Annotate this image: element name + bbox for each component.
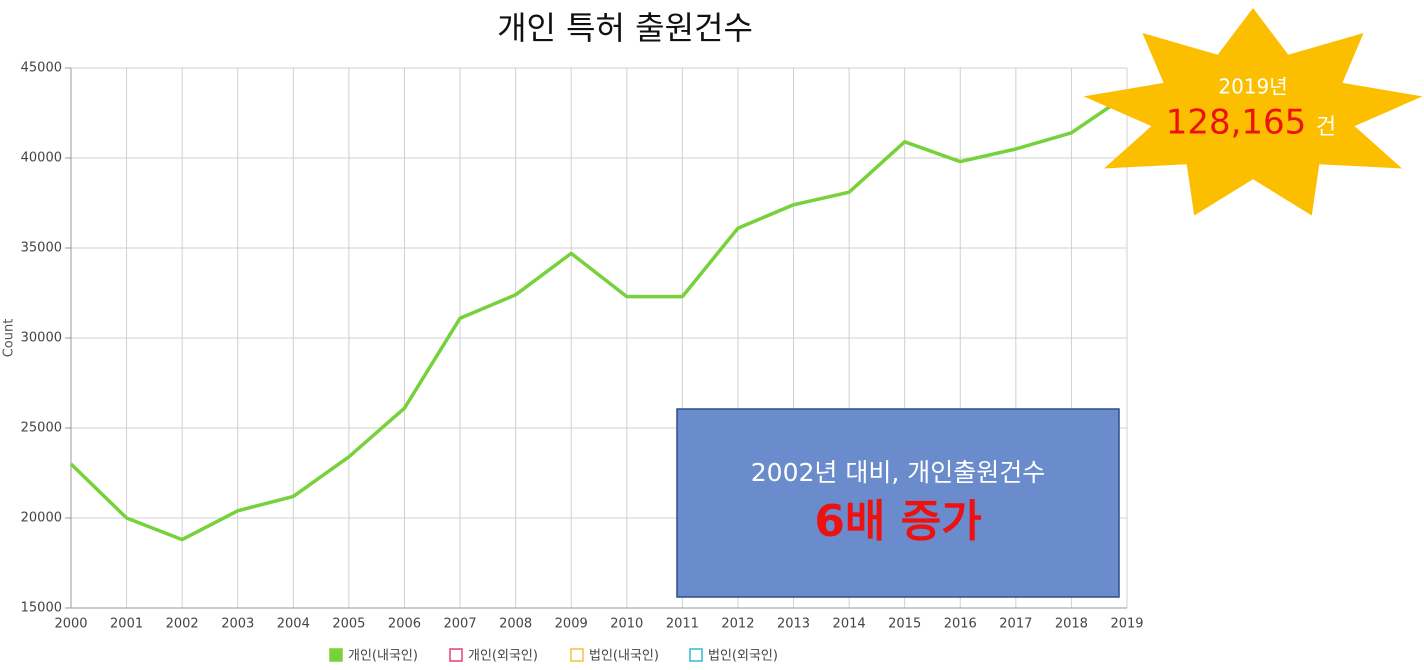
legend-label: 법인(내국인) (589, 649, 659, 664)
x-tick-label: 2001 (110, 617, 143, 632)
legend-swatch (449, 648, 463, 662)
x-tick-label: 2004 (277, 617, 310, 632)
y-tick-label: 25000 (21, 421, 62, 436)
star-unit: 건 (1316, 115, 1336, 140)
callout-line2: 6배 증가 (814, 496, 981, 547)
y-tick-label: 35000 (21, 241, 62, 256)
x-tick-label: 2018 (1055, 617, 1088, 632)
star-year: 2019년 (1218, 75, 1287, 99)
x-tick-label: 2011 (666, 617, 699, 632)
star-badge (1083, 8, 1423, 216)
x-tick-label: 2002 (166, 617, 199, 632)
x-tick-label: 2009 (555, 617, 588, 632)
star-value: 128,165 (1166, 103, 1307, 143)
y-tick-label: 15000 (21, 601, 62, 616)
legend-label: 개인(내국인) (348, 649, 418, 664)
y-tick-label: 40000 (21, 151, 62, 166)
x-tick-label: 2007 (444, 617, 477, 632)
y-tick-label: 30000 (21, 331, 62, 346)
y-tick-label: 45000 (21, 61, 62, 76)
x-tick-label: 2016 (944, 617, 977, 632)
x-tick-label: 2000 (54, 617, 87, 632)
chart-title: 개인 특허 출원건수 (497, 9, 753, 47)
x-tick-label: 2005 (332, 617, 365, 632)
callout-line1: 2002년 대비, 개인출원건수 (751, 458, 1045, 487)
x-tick-label: 2006 (388, 617, 421, 632)
legend-label: 법인(외국인) (708, 649, 778, 664)
x-tick-label: 2010 (610, 617, 643, 632)
x-tick-label: 2013 (777, 617, 810, 632)
legend-label: 개인(외국인) (468, 649, 538, 664)
x-tick-label: 2012 (721, 617, 754, 632)
x-tick-label: 2008 (499, 617, 532, 632)
x-tick-label: 2017 (999, 617, 1032, 632)
legend-swatch (329, 648, 343, 662)
legend-swatch (689, 648, 703, 662)
callout-box (676, 408, 1120, 598)
x-tick-label: 2014 (833, 617, 866, 632)
y-tick-label: 20000 (21, 511, 62, 526)
y-axis-label: Count (2, 319, 17, 358)
legend-swatch (570, 648, 584, 662)
x-tick-label: 2019 (1110, 617, 1143, 632)
series-line (69, 93, 1128, 542)
x-tick-label: 2015 (888, 617, 921, 632)
x-tick-label: 2003 (221, 617, 254, 632)
